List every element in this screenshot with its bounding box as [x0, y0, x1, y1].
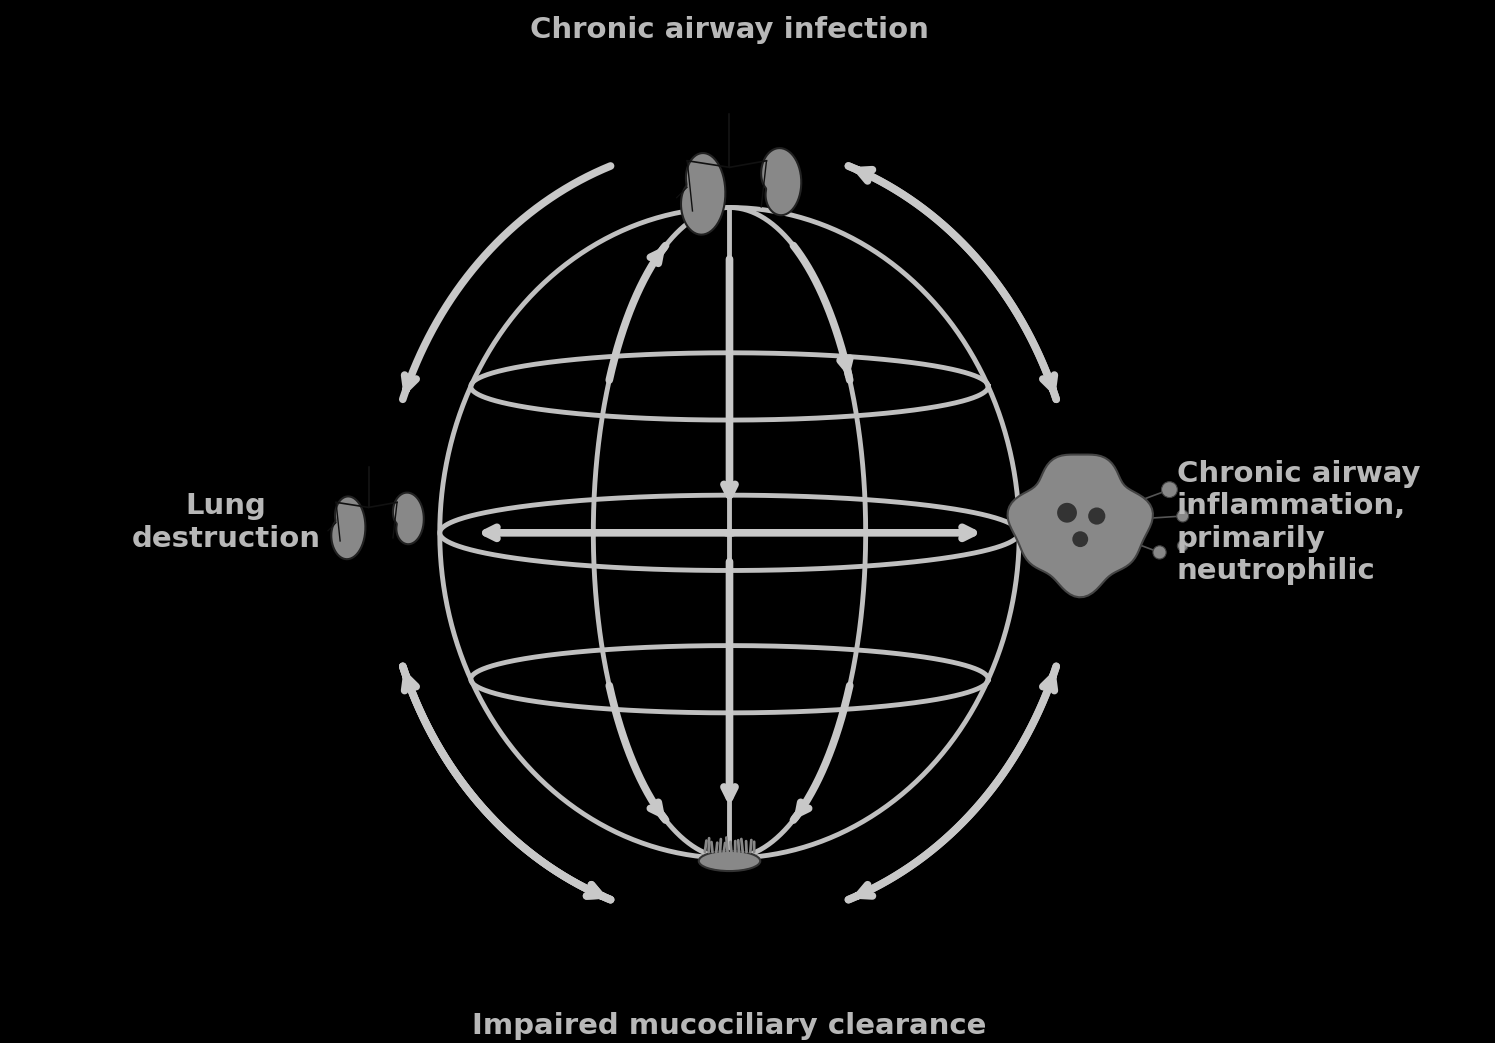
Circle shape — [1088, 508, 1105, 525]
Polygon shape — [682, 153, 725, 235]
Circle shape — [1153, 545, 1166, 559]
Ellipse shape — [698, 851, 761, 871]
Polygon shape — [761, 148, 801, 215]
Text: Chronic airway
inflammation,
primarily
neutrophilic: Chronic airway inflammation, primarily n… — [1177, 460, 1420, 585]
Circle shape — [1057, 503, 1076, 523]
Text: Impaired mucociliary clearance: Impaired mucociliary clearance — [472, 1012, 987, 1040]
Polygon shape — [1008, 455, 1153, 598]
Circle shape — [1177, 510, 1189, 522]
Polygon shape — [393, 492, 423, 544]
Circle shape — [1162, 482, 1178, 498]
Polygon shape — [332, 496, 365, 559]
Text: Chronic airway infection: Chronic airway infection — [531, 16, 928, 44]
Circle shape — [1178, 540, 1189, 551]
Text: Lung
destruction: Lung destruction — [132, 492, 321, 553]
Circle shape — [1072, 531, 1088, 548]
